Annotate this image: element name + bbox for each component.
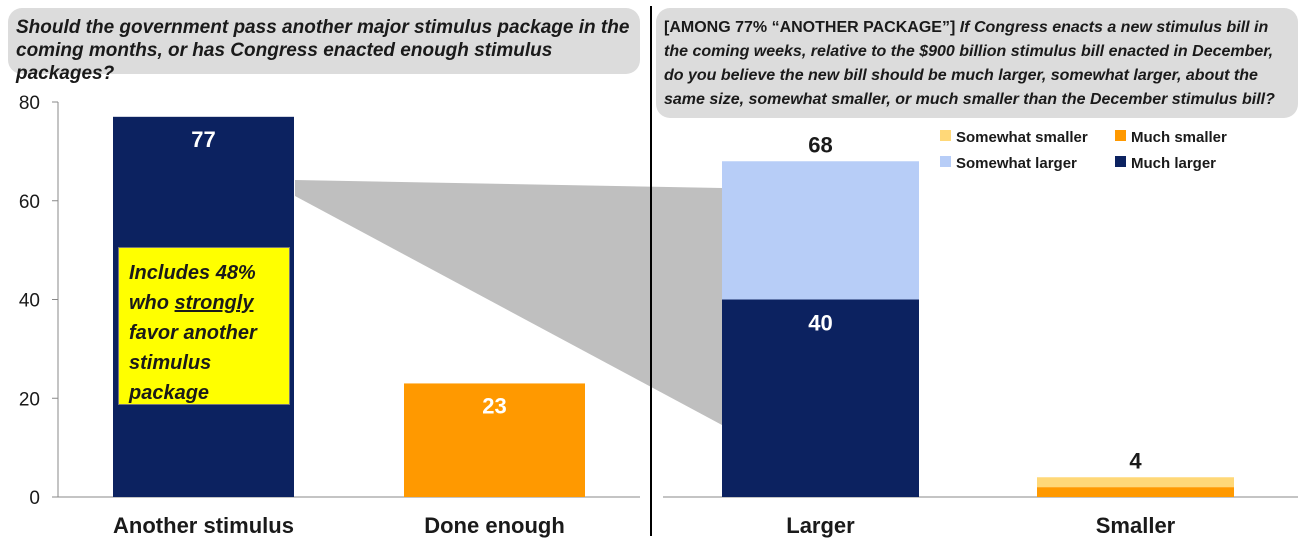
- segment-value-label: 40: [808, 311, 832, 336]
- left-question-box: Should the government pass another major…: [8, 8, 640, 84]
- callout-text-before: Includes 48% who: [129, 262, 256, 314]
- left-question-text: Should the government pass another major…: [16, 17, 630, 84]
- bar-segment-much-smaller: [1037, 487, 1234, 497]
- callout-box: Includes 48% who strongly favor another …: [118, 247, 290, 405]
- legend-label: Much smaller: [1131, 129, 1227, 146]
- callout-text-emph: strongly: [174, 292, 254, 314]
- funnel-connector: [295, 180, 722, 425]
- right-question-prefix: [AMONG 77% “ANOTHER PACKAGE”]: [664, 19, 956, 36]
- bar-segment-somewhat-larger: [722, 161, 919, 300]
- right-question-text: If Congress enacts a new stimulus bill i…: [664, 19, 1275, 108]
- category-label: Another stimulus: [113, 513, 294, 538]
- legend-label: Somewhat smaller: [956, 129, 1088, 146]
- bar-segment-much-larger: [722, 299, 919, 497]
- total-value-label: 68: [808, 132, 832, 157]
- panel-divider: [650, 6, 652, 536]
- bar-value-label: 23: [482, 393, 506, 418]
- bar-segment-somewhat-smaller: [1037, 477, 1234, 488]
- category-label: Done enough: [424, 513, 565, 538]
- callout-text-after: favor another stimulus package: [129, 322, 257, 404]
- legend-label: Much larger: [1131, 155, 1216, 172]
- legend-swatch: [940, 156, 951, 167]
- legend-swatch: [1115, 156, 1126, 167]
- y-tick-label: 20: [19, 389, 40, 410]
- legend-label: Somewhat larger: [956, 155, 1077, 172]
- legend-swatch: [1115, 130, 1126, 141]
- y-tick-label: 40: [19, 291, 40, 312]
- y-tick-label: 80: [19, 93, 40, 114]
- right-question-box: [AMONG 77% “ANOTHER PACKAGE”] If Congres…: [656, 8, 1298, 118]
- y-tick-label: 60: [19, 192, 40, 213]
- total-value-label: 4: [1129, 448, 1142, 473]
- category-label: Smaller: [1096, 513, 1176, 538]
- legend-swatch: [940, 130, 951, 141]
- bar-done-enough: [404, 383, 585, 497]
- category-label: Larger: [786, 513, 855, 538]
- bar-value-label: 77: [191, 127, 215, 152]
- y-tick-label: 0: [29, 488, 40, 509]
